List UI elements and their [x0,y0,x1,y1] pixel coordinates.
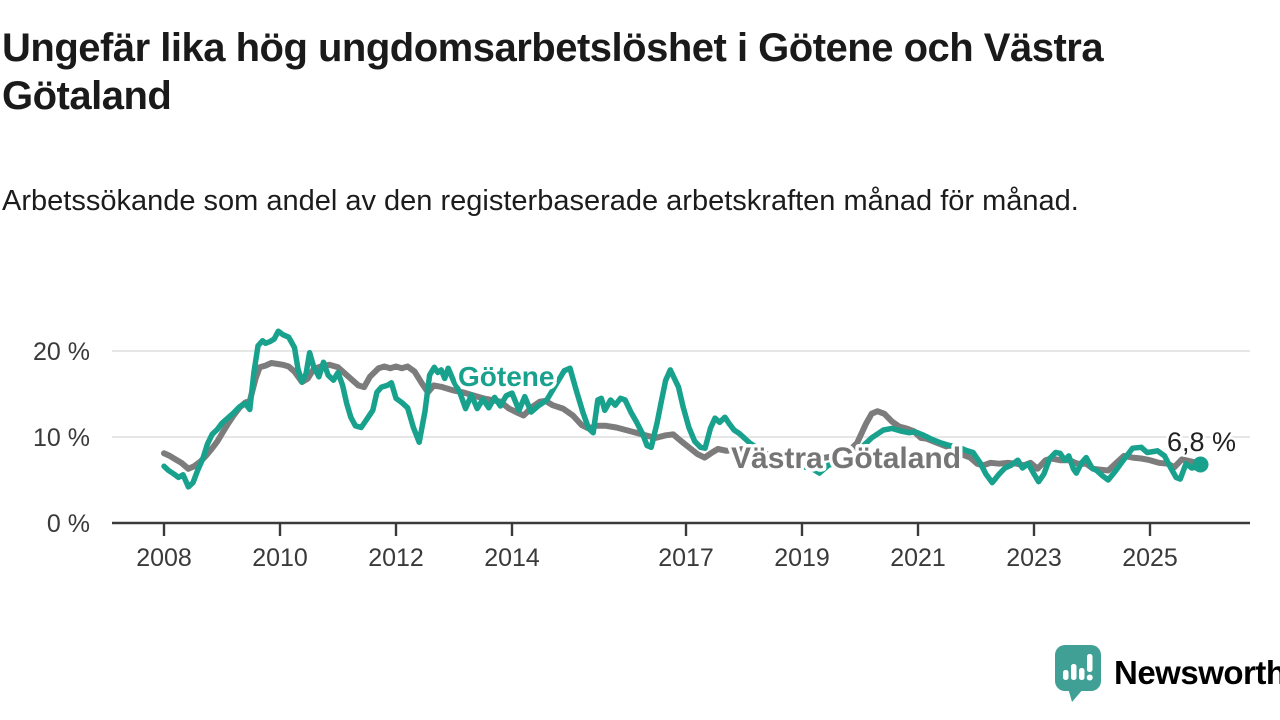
newsworthy-icon [1055,645,1101,702]
x-axis-tick-label: 2012 [368,544,424,572]
y-axis-labels: 0 % 10 % 20 % [33,338,90,538]
x-axis-tick-label: 2021 [890,544,946,572]
y-axis-tick-label: 20 % [33,338,90,366]
x-axis-tick-label: 2008 [136,544,192,572]
gridlines [112,350,1250,525]
series-label-vastra-gotaland: Västra Götaland [731,442,961,475]
x-axis-tick-label: 2017 [658,544,714,572]
x-axis-tick-label: 2025 [1122,544,1178,572]
x-axis-tick-label: 2010 [252,544,308,572]
brand-logo: Newsworthy [1054,644,1280,702]
brand-name: Newsworthy [1114,654,1280,691]
series-end-dot [1192,456,1209,473]
series-label-gotene: Götene [458,361,554,392]
chart-title: Ungefär lika hög ungdomsarbetslöshet i G… [2,26,1104,118]
x-axis-tick-label: 2023 [1006,544,1062,572]
end-value-annotation: 6,8 % [1167,427,1236,457]
y-axis-tick-label: 0 % [47,510,90,538]
x-axis-tick-label: 2014 [484,544,540,572]
x-axis-labels: 2008 2010 2012 2014 2017 2019 2021 2023 2025 [136,544,1178,572]
series-line-gotene [161,328,1204,490]
chart-subtitle: Arbetssökande som andel av den registerb… [2,185,1079,217]
x-axis-ticks [162,523,1152,536]
x-axis-tick-label: 2019 [774,544,830,572]
y-axis-tick-label: 10 % [33,424,90,452]
